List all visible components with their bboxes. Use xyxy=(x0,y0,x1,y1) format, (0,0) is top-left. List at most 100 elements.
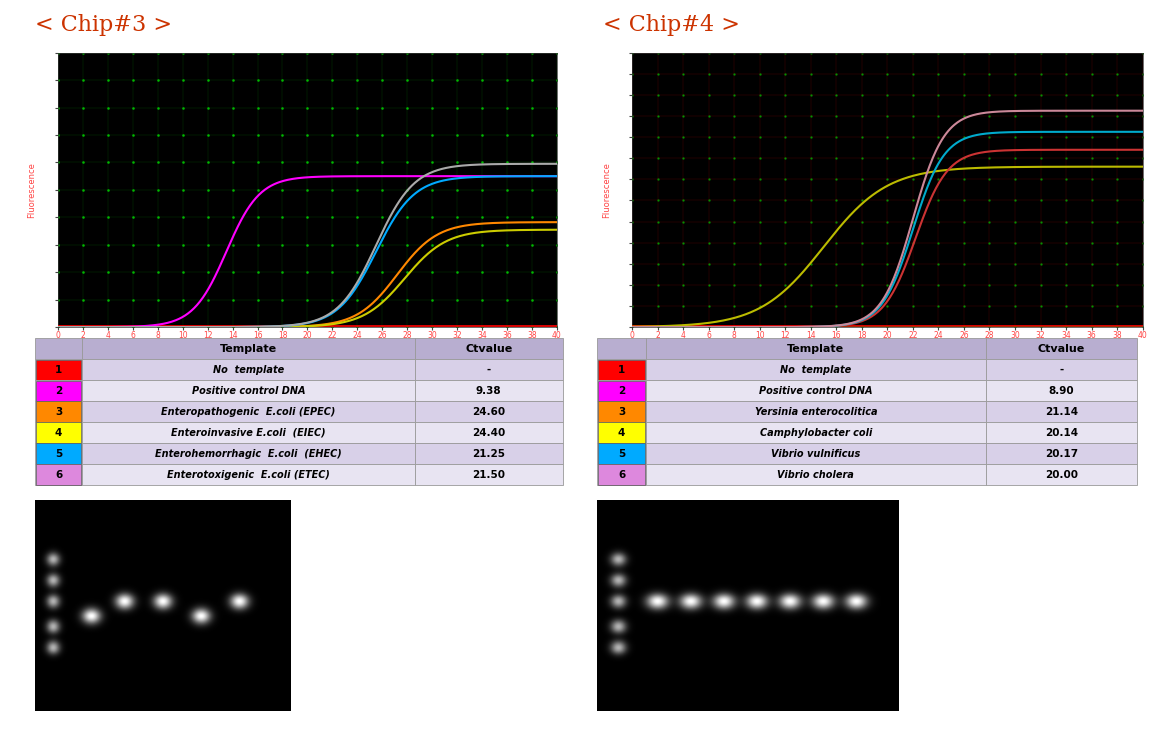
Bar xyxy=(986,402,1137,422)
Text: 1: 1 xyxy=(618,365,625,374)
Text: 6: 6 xyxy=(55,469,63,480)
Text: 5: 5 xyxy=(55,449,63,459)
Bar xyxy=(599,381,645,401)
Bar xyxy=(597,402,646,422)
Bar xyxy=(82,338,415,359)
Bar xyxy=(82,422,415,443)
Text: 5: 5 xyxy=(618,449,625,459)
Text: 21.50: 21.50 xyxy=(472,469,506,480)
Bar xyxy=(986,422,1137,443)
Bar xyxy=(597,443,646,464)
Bar xyxy=(597,464,646,485)
Text: -: - xyxy=(486,365,491,374)
Bar xyxy=(415,422,563,443)
Bar xyxy=(35,464,82,485)
Bar xyxy=(599,464,645,485)
Text: < Chip#3 >: < Chip#3 > xyxy=(35,14,172,36)
Text: Positive control DNA: Positive control DNA xyxy=(759,386,872,396)
X-axis label: Cycle: Cycle xyxy=(295,343,320,353)
Text: 20.00: 20.00 xyxy=(1045,469,1078,480)
Bar xyxy=(35,338,82,359)
Text: 21.14: 21.14 xyxy=(1045,407,1078,417)
Bar xyxy=(415,338,563,359)
X-axis label: Cycle: Cycle xyxy=(875,343,900,353)
Text: 21.25: 21.25 xyxy=(472,449,506,459)
Bar xyxy=(415,443,563,464)
Text: 24.60: 24.60 xyxy=(472,407,506,417)
Bar xyxy=(646,381,986,402)
Bar xyxy=(82,359,415,381)
Bar xyxy=(35,443,82,464)
Text: Vibrio cholera: Vibrio cholera xyxy=(777,469,854,480)
Text: Ctvalue: Ctvalue xyxy=(1038,344,1085,354)
Bar xyxy=(82,402,415,422)
Text: 2: 2 xyxy=(55,386,63,396)
Bar xyxy=(599,423,645,443)
Text: -: - xyxy=(1059,365,1064,374)
Text: Enteropathogenic  E.coli (EPEC): Enteropathogenic E.coli (EPEC) xyxy=(161,407,335,417)
Text: 8.90: 8.90 xyxy=(1049,386,1074,396)
Bar xyxy=(35,359,82,381)
Text: Ctvalue: Ctvalue xyxy=(465,344,513,354)
Text: Enterotoxigenic  E.coli (ETEC): Enterotoxigenic E.coli (ETEC) xyxy=(167,469,329,480)
Bar xyxy=(36,444,81,464)
Text: Template: Template xyxy=(220,344,277,354)
Bar xyxy=(646,338,986,359)
Bar xyxy=(597,359,646,381)
Bar xyxy=(36,381,81,401)
Text: 4: 4 xyxy=(55,428,63,438)
Text: Yersinia enterocolitica: Yersinia enterocolitica xyxy=(754,407,877,417)
Y-axis label: Fluorescence: Fluorescence xyxy=(28,162,36,218)
Bar xyxy=(597,422,646,443)
Bar xyxy=(82,381,415,402)
Text: Camphylobacter coli: Camphylobacter coli xyxy=(760,428,872,438)
Text: Enterohemorrhagic  E.coli  (EHEC): Enterohemorrhagic E.coli (EHEC) xyxy=(155,449,342,459)
Text: No  template: No template xyxy=(213,365,284,374)
Text: 24.40: 24.40 xyxy=(472,428,506,438)
Bar xyxy=(599,402,645,422)
Text: Enteroinvasive E.coli  (EIEC): Enteroinvasive E.coli (EIEC) xyxy=(172,428,326,438)
Bar xyxy=(646,443,986,464)
Text: Template: Template xyxy=(788,344,844,354)
Text: 4: 4 xyxy=(618,428,625,438)
Text: Positive control DNA: Positive control DNA xyxy=(191,386,305,396)
Bar xyxy=(986,381,1137,402)
Text: Vibrio vulnificus: Vibrio vulnificus xyxy=(771,449,861,459)
Bar xyxy=(415,381,563,402)
Bar xyxy=(986,443,1137,464)
Bar xyxy=(986,359,1137,381)
Bar xyxy=(599,444,645,464)
Text: 9.38: 9.38 xyxy=(476,386,501,396)
Bar xyxy=(986,338,1137,359)
Text: 6: 6 xyxy=(618,469,625,480)
Text: 2: 2 xyxy=(618,386,625,396)
Bar xyxy=(646,464,986,485)
Text: 1: 1 xyxy=(55,365,63,374)
Bar xyxy=(82,464,415,485)
Bar xyxy=(646,402,986,422)
Bar xyxy=(599,359,645,380)
Bar xyxy=(415,464,563,485)
Y-axis label: Fluorescence: Fluorescence xyxy=(602,162,611,218)
Bar xyxy=(35,381,82,402)
Bar xyxy=(646,422,986,443)
Bar xyxy=(36,464,81,485)
Bar xyxy=(415,402,563,422)
Bar xyxy=(35,402,82,422)
Bar xyxy=(36,402,81,422)
Bar xyxy=(986,464,1137,485)
Bar xyxy=(82,443,415,464)
Bar xyxy=(597,338,646,359)
Bar xyxy=(646,359,986,381)
Bar xyxy=(35,422,82,443)
Text: 20.17: 20.17 xyxy=(1045,449,1078,459)
Text: < Chip#4 >: < Chip#4 > xyxy=(603,14,740,36)
Bar xyxy=(36,359,81,380)
Text: 20.14: 20.14 xyxy=(1045,428,1078,438)
Text: 3: 3 xyxy=(55,407,63,417)
Bar xyxy=(415,359,563,381)
Bar xyxy=(597,381,646,402)
Bar xyxy=(36,423,81,443)
Text: 3: 3 xyxy=(618,407,625,417)
Text: No  template: No template xyxy=(781,365,851,374)
